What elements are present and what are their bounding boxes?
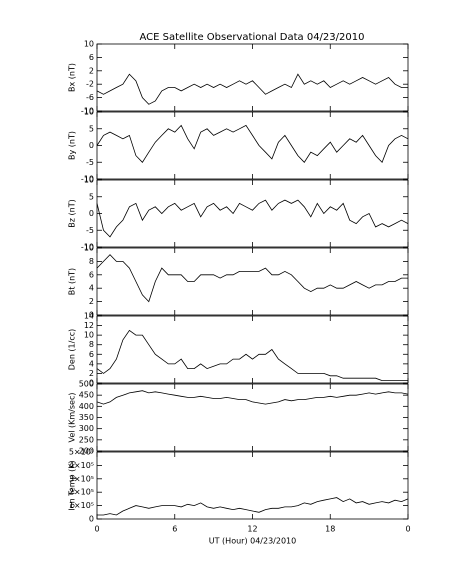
x-tick-label: 0: [94, 525, 99, 534]
data-line: [96, 73, 408, 105]
y-tick-label: 0: [89, 379, 94, 388]
y-tick-label: -6: [86, 93, 94, 102]
y-tick-label: -5: [86, 226, 94, 235]
x-tick-label: 12: [247, 525, 257, 534]
y-tick-label: 10: [84, 40, 94, 49]
y-axis-label: Vel (Km/sec): [68, 392, 77, 442]
y-tick-label: 8: [89, 340, 94, 349]
y-tick-label: 2: [89, 297, 94, 306]
y-tick-label: 6: [89, 270, 94, 279]
y-tick-label: -2: [86, 80, 94, 89]
y-tick-label: -5: [86, 158, 94, 167]
y-tick-label: -10: [81, 243, 94, 252]
y-tick-label: -10: [81, 107, 94, 116]
x-tick-label: 6: [172, 525, 177, 534]
y-axis-label: Bz (nT): [68, 199, 77, 227]
y-axis-label: By (nT): [68, 131, 77, 160]
y-tick-label: 0: [89, 141, 94, 150]
y-tick-label: 5: [89, 192, 94, 201]
y-tick-label: 14: [84, 312, 94, 321]
y-tick-label: -10: [81, 175, 94, 184]
y-tick-label: 2: [89, 66, 94, 75]
x-tick-label: 18: [325, 525, 335, 534]
y-tick-label: 350: [79, 413, 94, 422]
y-tick-label: 10: [84, 108, 94, 117]
data-line: [96, 254, 408, 303]
y-tick-label: 5×10⁵: [69, 448, 94, 457]
y-tick-label: 6: [89, 53, 94, 62]
y-axis-label: Ion Temp (K): [68, 460, 77, 510]
chart-title: ACE Satellite Observational Data 04/23/2…: [140, 32, 365, 43]
y-tick-label: 250: [79, 435, 94, 444]
y-axis-label: Den (1/cc): [68, 329, 77, 371]
x-axis-label: UT (Hour) 04/23/2010: [209, 537, 296, 546]
y-tick-label: 400: [79, 402, 94, 411]
y-tick-label: 200: [79, 447, 94, 456]
y-tick-label: 0: [89, 515, 94, 524]
y-tick-label: 5: [89, 124, 94, 133]
y-tick-label: 0: [89, 209, 94, 218]
y-tick-label: 12: [84, 321, 94, 330]
y-axis-label: Bx (nT): [68, 63, 77, 92]
y-tick-label: 450: [79, 391, 94, 400]
y-tick-label: 2×10⁵: [69, 488, 94, 497]
y-tick-label: 300: [79, 424, 94, 433]
data-line: [96, 124, 409, 164]
y-tick-label: 4: [89, 284, 94, 293]
data-line: [96, 329, 408, 381]
data-line: [97, 497, 409, 516]
y-tick-label: 2: [89, 369, 94, 378]
y-axis-label: Bt (nT): [68, 268, 77, 295]
x-tick-label: 0: [405, 525, 410, 534]
y-tick-label: 10: [84, 331, 94, 340]
y-tick-label: 0: [89, 311, 94, 320]
y-tick-label: 4: [89, 359, 94, 368]
y-tick-label: 1×10⁵: [69, 501, 94, 510]
y-tick-label: 8: [89, 257, 94, 266]
data-line: [96, 199, 409, 238]
y-tick-label: 10: [84, 176, 94, 185]
y-tick-label: 4×10⁵: [69, 461, 94, 470]
data-line: [96, 390, 409, 405]
y-tick-label: 500: [79, 380, 94, 389]
y-tick-label: 3×10⁵: [69, 474, 94, 483]
y-tick-label: 10: [84, 244, 94, 253]
y-tick-label: 6: [89, 350, 94, 359]
